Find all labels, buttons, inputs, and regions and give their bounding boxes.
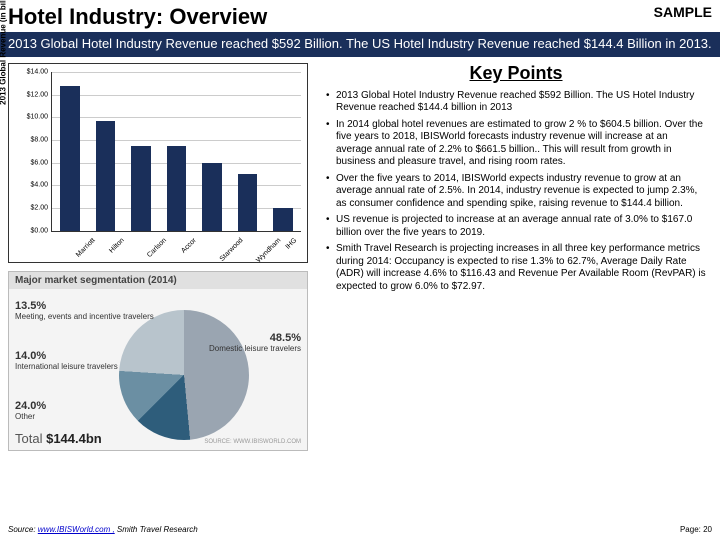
bar — [167, 146, 187, 231]
xlabel: Accor — [180, 237, 198, 255]
xlabel: Wyndham — [255, 237, 282, 264]
pie-chart — [119, 310, 249, 440]
page-title: Hotel Industry: Overview — [8, 4, 267, 30]
bar — [238, 174, 258, 231]
slice-pct: 13.5% — [15, 300, 154, 312]
segmentation-panel: Major market segmentation (2014) 13.5% M… — [8, 271, 308, 451]
slice-pct: 48.5% — [209, 332, 301, 344]
ytick: $12.00 — [18, 91, 48, 98]
key-point: In 2014 global hotel revenues are estima… — [326, 119, 706, 169]
bar — [202, 163, 222, 231]
ytick: $10.00 — [18, 114, 48, 121]
ytick: $14.00 — [18, 68, 48, 75]
key-point: Smith Travel Research is projecting incr… — [326, 243, 706, 293]
sample-badge: SAMPLE — [654, 4, 712, 20]
slice-pct: 24.0% — [15, 400, 46, 412]
ytick: $8.00 — [18, 137, 48, 144]
chart-ylabel: 2013 Global Revenue (in billions) — [0, 0, 8, 105]
bar — [96, 121, 116, 231]
segmentation-source: SOURCE: WWW.IBISWORLD.COM — [204, 439, 301, 445]
xlabel: IHG — [285, 237, 299, 251]
bar — [131, 146, 151, 231]
xlabel: Starwood — [219, 237, 245, 263]
key-point: US revenue is projected to increase at a… — [326, 214, 706, 239]
slice-label: Domestic leisure travelers — [209, 344, 301, 353]
bar — [273, 208, 293, 231]
ytick: $6.00 — [18, 159, 48, 166]
slice-label: International leisure travelers — [15, 362, 118, 371]
source-line: Source: www.IBISWorld.com , Smith Travel… — [8, 525, 198, 534]
segmentation-total: Total $144.4bn — [15, 431, 102, 446]
xlabel: Carlson — [146, 237, 168, 259]
key-points-title: Key Points — [326, 63, 706, 84]
ytick: $0.00 — [18, 227, 48, 234]
ytick: $2.00 — [18, 205, 48, 212]
slice-pct: 14.0% — [15, 350, 118, 362]
key-point: Over the five years to 2014, IBISWorld e… — [326, 173, 706, 211]
slice-label: Meeting, events and incentive travelers — [15, 312, 154, 321]
source-link[interactable]: www.IBISWorld.com , — [38, 525, 115, 534]
subtitle: 2013 Global Hotel Industry Revenue reach… — [0, 32, 720, 57]
page-number: Page: 20 — [680, 525, 712, 534]
xlabel: Hilton — [109, 237, 127, 255]
xlabel: Marriott — [75, 237, 97, 259]
key-point: 2013 Global Hotel Industry Revenue reach… — [326, 90, 706, 115]
segmentation-title: Major market segmentation (2014) — [9, 272, 307, 289]
slice-label: Other — [15, 412, 46, 421]
key-points-list: 2013 Global Hotel Industry Revenue reach… — [326, 90, 706, 294]
bar — [60, 86, 80, 231]
revenue-bar-chart: 2013 Global Revenue (in billions) $0.00$… — [8, 63, 308, 263]
ytick: $4.00 — [18, 182, 48, 189]
